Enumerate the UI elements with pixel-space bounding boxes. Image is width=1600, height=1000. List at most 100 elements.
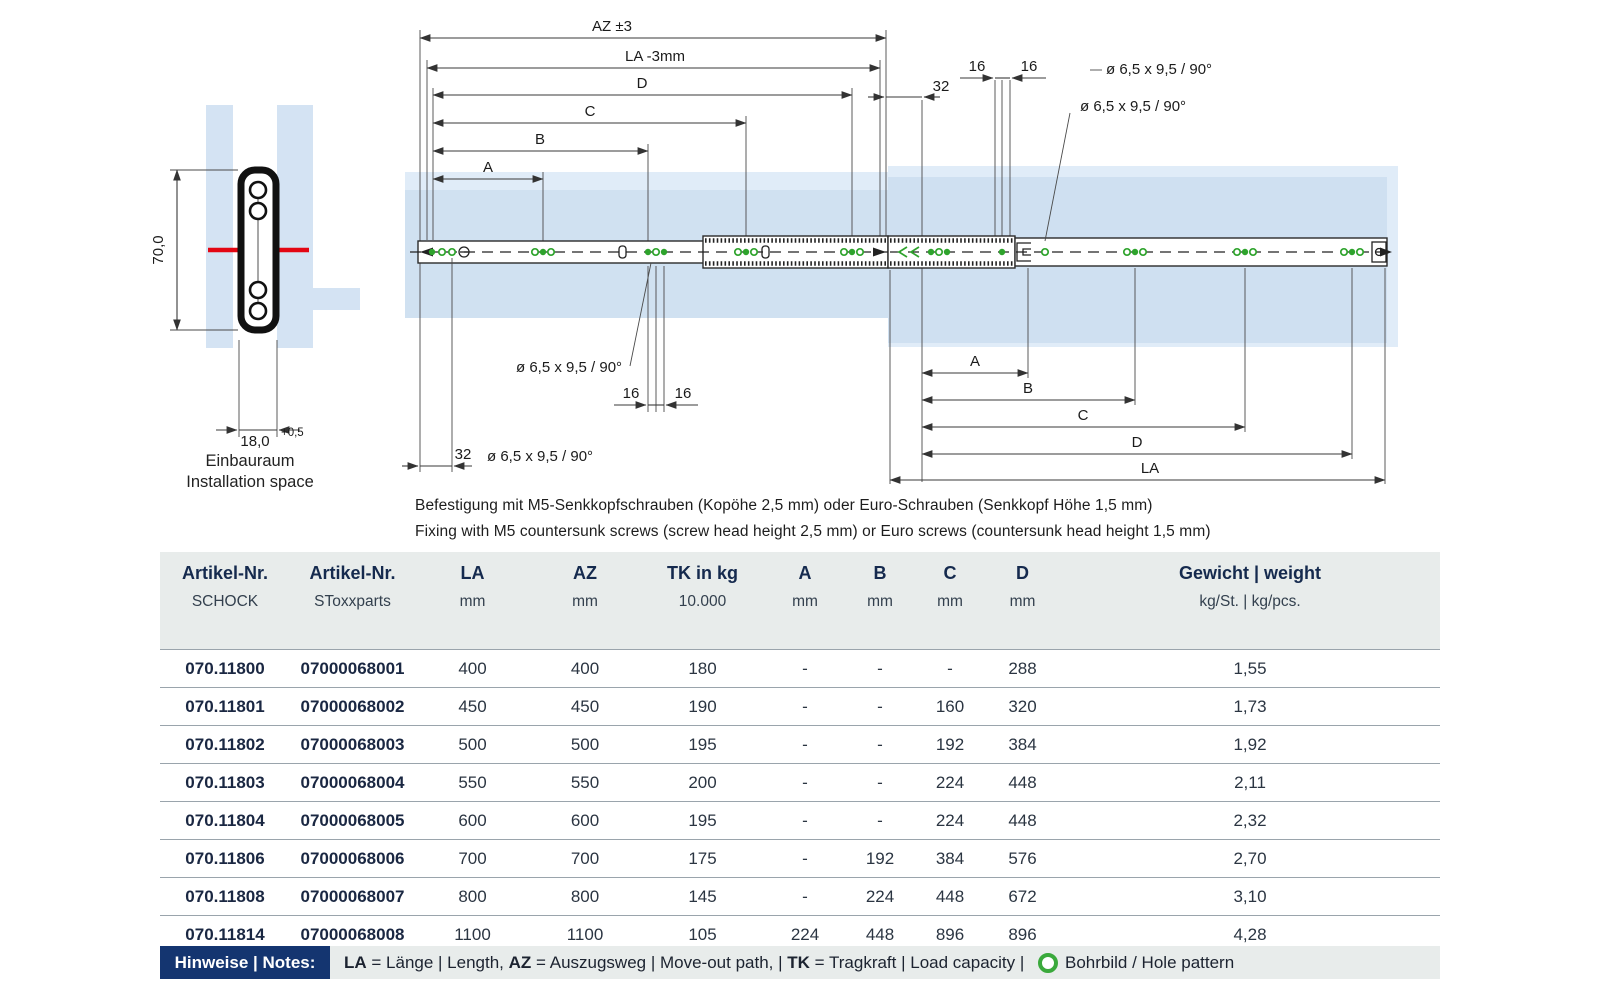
notes-text: = Länge | Length, xyxy=(366,952,509,972)
table-cell: 448 xyxy=(1008,810,1037,830)
table-row: 070.11806 07000068006 700 700 175 - 192 384 576 2… xyxy=(160,840,1440,878)
table-cell: 070.11800 xyxy=(185,658,265,678)
notes-text: = Tragkraft | Load capacity | xyxy=(809,952,1030,972)
table-row: 070.11804 07000068005 600 600 195 - - 224 448 2,3… xyxy=(160,802,1440,840)
dim-height: 70,0 xyxy=(150,235,167,264)
table-cell: - xyxy=(802,848,808,868)
table-cell: 070.11814 xyxy=(185,924,265,944)
technical-drawing: 70,0 18,0 +0,5 Einbauraum Installation s… xyxy=(150,18,1398,491)
table-cell: 288 xyxy=(1008,658,1037,678)
dim-width: 18,0 xyxy=(240,433,269,450)
table-cell: 1,73 xyxy=(1233,696,1267,716)
fixing-note-de: Befestigung mit M5-Senkkopfschrauben (Ko… xyxy=(415,497,1153,514)
table-cell: 400 xyxy=(570,658,600,678)
table-cell: 07000068005 xyxy=(300,810,405,830)
col-tk: TK in kg 10.000 xyxy=(667,563,738,610)
installation-space-label-de: Einbauraum xyxy=(206,452,295,470)
table-cell: 550 xyxy=(458,772,487,792)
table-cell: 800 xyxy=(458,886,487,906)
table-cell: 3,10 xyxy=(1233,886,1267,906)
notes-content: LA = Länge | Length, AZ = Auszugsweg | M… xyxy=(330,946,1440,979)
table-cell: - xyxy=(802,886,808,906)
table-cell: 145 xyxy=(688,886,717,906)
dim-d: D xyxy=(637,75,648,92)
notes-text: AZ xyxy=(508,952,532,972)
hole-spec-bottom-label: ø 6,5 x 9,5 / 90° xyxy=(487,448,593,465)
installation-space-label-en: Installation space xyxy=(186,473,314,491)
table-cell: 07000068007 xyxy=(300,886,405,906)
table-row: 070.11808 07000068007 800 800 145 - 224 448 672 3… xyxy=(160,878,1440,916)
table-cell: - xyxy=(802,772,808,792)
dim-16-left: 16 xyxy=(623,385,640,402)
table-cell: 4,28 xyxy=(1233,924,1267,944)
col-artikel-stoxxparts: Artikel-Nr. SToxxparts xyxy=(309,563,396,610)
dim-16-top-right: 16 xyxy=(1021,58,1038,75)
table-cell: 224 xyxy=(935,772,965,792)
fixing-note-en: Fixing with M5 countersunk screws (screw… xyxy=(415,523,1211,540)
table-cell: 700 xyxy=(458,848,487,868)
table-cell: 384 xyxy=(1008,734,1037,754)
table-cell: 224 xyxy=(935,810,965,830)
table-cell: 07000068008 xyxy=(300,924,405,944)
table-cell: 07000068003 xyxy=(300,734,405,754)
table-cell: 2,70 xyxy=(1233,848,1267,868)
table-row: 070.11803 07000068004 550 550 200 - - 224 448 2,1… xyxy=(160,764,1440,802)
table-cell: 192 xyxy=(935,734,965,754)
table-cell: 200 xyxy=(688,772,717,792)
dim-32-closed: 32 xyxy=(455,446,472,463)
dim-b: B xyxy=(535,131,545,148)
table-cell: 2,32 xyxy=(1233,810,1267,830)
table-cell: 550 xyxy=(570,772,600,792)
table-cell: 175 xyxy=(688,848,717,868)
table-cell: 195 xyxy=(688,734,717,754)
table-cell: - xyxy=(877,772,883,792)
notes-text: TK xyxy=(787,952,810,972)
hole-spec-top-label: ø 6,5 x 9,5 / 90° xyxy=(1106,61,1212,78)
col-artikel-schock: Artikel-Nr. SCHOCK xyxy=(181,563,269,610)
dim-c-ext: C xyxy=(1078,407,1089,424)
table-cell: 07000068001 xyxy=(300,658,405,678)
table-cell: 070.11802 xyxy=(185,734,265,754)
table-cell: 896 xyxy=(935,924,965,944)
table-cell: 070.11801 xyxy=(185,696,265,716)
table-cell: 320 xyxy=(1008,696,1037,716)
col-la: LA mm xyxy=(459,563,486,610)
notes-text: Bohrbild / Hole pattern xyxy=(1065,952,1235,972)
col-gewicht: Gewicht | weight kg/St. | kg/pcs. xyxy=(1178,563,1322,610)
table-cell: 800 xyxy=(570,886,600,906)
table-cell: 1100 xyxy=(454,924,491,944)
table-cell: 1,55 xyxy=(1233,658,1267,678)
table-cell: 070.11804 xyxy=(185,810,265,830)
col-az: AZ mm xyxy=(572,563,598,610)
table-cell: 180 xyxy=(688,658,717,678)
hole-pattern-icon xyxy=(1038,952,1059,973)
table-cell: - xyxy=(802,658,808,678)
table-body: 070.11800 07000068001 400 400 180- - -288 1,55 0… xyxy=(160,650,1440,953)
closed-position-drawing: AZ ±3 LA -3mm D C B A ø 6,5 x 9,5 xyxy=(402,18,896,472)
table-cell: - xyxy=(877,734,883,754)
table-cell: 07000068006 xyxy=(300,848,405,868)
hole-pattern-extended xyxy=(897,246,1365,258)
table-cell: - xyxy=(802,734,808,754)
table-cell: 224 xyxy=(790,924,820,944)
dim-16-right: 16 xyxy=(675,385,692,402)
table-cell: 1,92 xyxy=(1233,734,1267,754)
table-cell: 224 xyxy=(865,886,895,906)
table-cell: 2,11 xyxy=(1234,772,1266,792)
table-cell: - xyxy=(802,810,808,830)
dim-la-minus3: LA -3mm xyxy=(625,48,685,65)
table-cell: - xyxy=(877,658,883,678)
extended-position-drawing: 16 16 ø 6,5 x 9,5 / 90° ø 6,5 x 9,5 / 90… xyxy=(868,58,1392,484)
dim-az: AZ ±3 xyxy=(592,18,632,35)
table-cell: 192 xyxy=(865,848,895,868)
hole-spec-leader-label: ø 6,5 x 9,5 / 90° xyxy=(516,359,622,376)
table-cell: 896 xyxy=(1008,924,1037,944)
cross-section-drawing: 70,0 18,0 +0,5 Einbauraum Installation s… xyxy=(150,166,314,491)
table-cell: - xyxy=(877,810,883,830)
table-cell: 448 xyxy=(865,924,895,944)
dim-b-ext: B xyxy=(1023,380,1033,397)
